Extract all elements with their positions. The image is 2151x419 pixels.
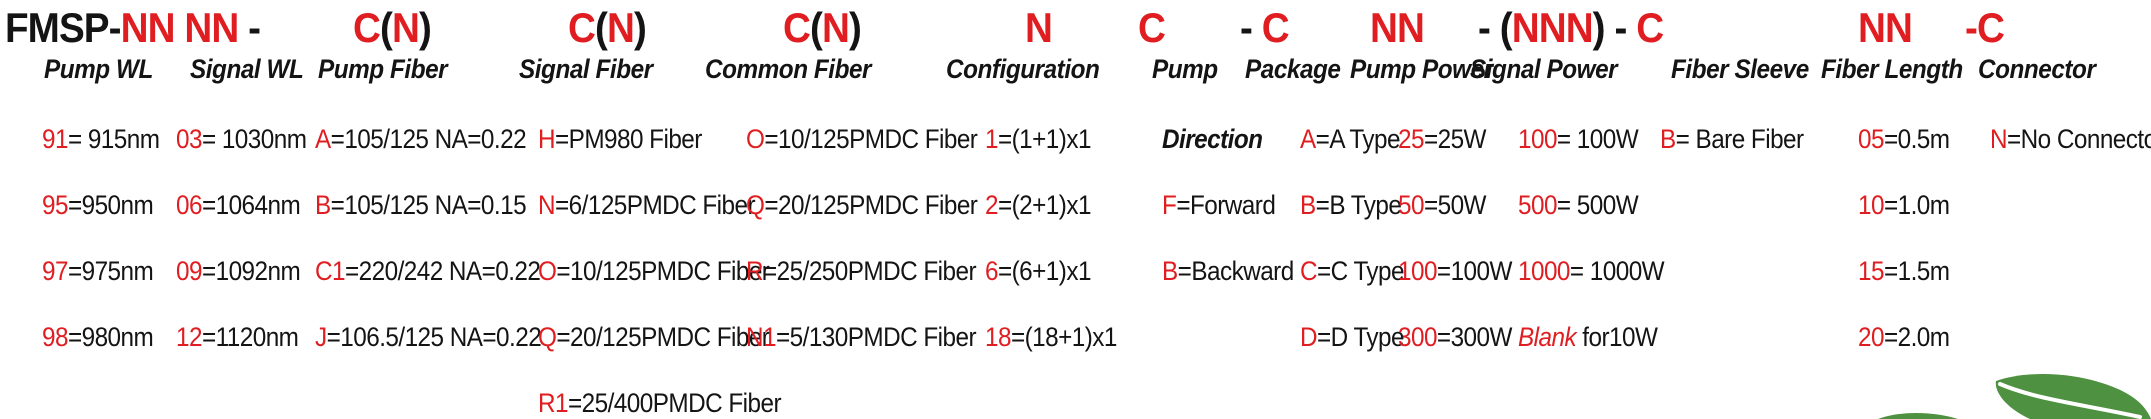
legend-item: Q=20/125PMDC Fiber (746, 190, 978, 220)
column-header: Signal Fiber (519, 54, 653, 84)
column-pump-power: Pump Power 25=25W 50=50W 100=100W 300=30… (1350, 52, 1525, 386)
legend-item: 98=980nm (42, 322, 154, 352)
code-token-signal-power: - (NNN) - C (1478, 4, 1664, 51)
legend-item: 6=(6+1)x1 (985, 256, 1091, 286)
legend-item: 300=300W (1398, 322, 1512, 352)
code-token-connector: -C (1965, 4, 2005, 51)
column-fiber-length: Fiber Length 05=0.5m 10=1.0m 15=1.5m 20=… (1821, 52, 1979, 386)
column-common-fiber: Common Fiber O=10/125PMDC Fiber Q=20/125… (705, 52, 1003, 386)
code-token-pump: C (1138, 4, 1166, 51)
legend-item: B=B Type (1300, 190, 1402, 220)
legend-item: 97=975nm (42, 256, 154, 286)
legend-item: 20=2.0m (1858, 322, 1950, 352)
code-token-configuration: N (1025, 4, 1053, 51)
legend-item: N=6/125PMDC Fiber (538, 190, 756, 220)
code-token-fiber-length: NN (1858, 4, 1913, 51)
column-header: Pump WL (44, 54, 153, 84)
leaf-tip-icon (1878, 413, 1958, 419)
legend-item: C1=220/242 NA=0.22 (315, 256, 541, 286)
column-header: Configuration (946, 54, 1100, 84)
column-header: Pump (1152, 54, 1218, 84)
code-token-pump-power: NN (1370, 4, 1425, 51)
code-token-common-fiber: C(N) (783, 4, 862, 51)
legend-item: Q=20/125PMDC Fiber (538, 322, 770, 352)
legend-item: H=PM980 Fiber (538, 124, 702, 154)
legend-item: F=Forward (1162, 190, 1276, 220)
column-header: Fiber Sleeve (1671, 54, 1809, 84)
legend-item: J=106.5/125 NA=0.22 (315, 322, 542, 352)
legend-item: O=10/125PMDC Fiber (746, 124, 978, 154)
column-connector: Connector N=No Connector (1978, 52, 2151, 188)
legend-item: A=105/125 NA=0.22 (315, 124, 527, 154)
legend-item: 500= 500W (1518, 190, 1639, 220)
column-pump-fiber: Pump Fiber A=105/125 NA=0.22 B=105/125 N… (315, 52, 566, 386)
column-header: Fiber Length (1821, 54, 1963, 84)
legend-item: 50=50W (1398, 190, 1487, 220)
legend-item: 100= 100W (1518, 124, 1639, 154)
column-pump-direction: Pump Direction F=Forward B=Backward (1152, 52, 1308, 320)
column-signal-wl: Signal WL 03= 1030nm 06=1064nm 09=1092nm… (176, 52, 321, 386)
legend-item-blank: Blank for10W (1518, 322, 1658, 352)
legend-item: R=25/250PMDC Fiber (746, 256, 977, 286)
column-header: Common Fiber (705, 54, 872, 84)
code-token-package: - C (1240, 4, 1290, 51)
legend-item: 06=1064nm (176, 190, 301, 220)
column-header: Signal Power (1470, 54, 1618, 84)
column-header: Package (1245, 54, 1341, 84)
legend-item: 1=(1+1)x1 (985, 124, 1091, 154)
legend-item: 1000= 1000W (1518, 256, 1665, 286)
legend-item: O=10/125PMDC Fiber (538, 256, 770, 286)
legend-item: 25=25W (1398, 124, 1487, 154)
column-pump-wl: Pump WL 91= 915nm 95=950nm 97=975nm 98=9… (42, 52, 172, 386)
legend-item: 12=1120nm (176, 322, 299, 352)
code-token-prefix: FMSP-NN NN - (5, 4, 270, 51)
legend-item: 100=100W (1398, 256, 1512, 286)
legend-item: 15=1.5m (1858, 256, 1950, 286)
legend-item: 2=(2+1)x1 (985, 190, 1091, 220)
legend-item: N1=5/130PMDC Fiber (746, 322, 977, 352)
legend-item: 05=0.5m (1858, 124, 1950, 154)
column-configuration: Configuration 1=(1+1)x1 2=(2+1)x1 6=(6+1… (946, 52, 1132, 386)
column-header: Connector (1978, 54, 2096, 84)
legend-item: 10=1.0m (1858, 190, 1950, 220)
code-token-signal-fiber: C(N) (568, 4, 647, 51)
column-header: Signal WL (190, 54, 304, 84)
legend-item: 95=950nm (42, 190, 154, 220)
legend-item: N=No Connector (1990, 124, 2151, 154)
legend-item: C=C Type (1300, 256, 1405, 286)
column-package: Package A=A Type B=B Type C=C Type D=D T… (1245, 52, 1416, 386)
legend-item: 91= 915nm (42, 124, 160, 154)
legend-item: B= Bare Fiber (1660, 124, 1804, 154)
legend-item-direction: Direction (1162, 124, 1263, 154)
column-signal-fiber: Signal Fiber H=PM980 Fiber N=6/125PMDC F… (519, 52, 808, 419)
legend-item: 18=(18+1)x1 (985, 322, 1117, 352)
leaf-icon (1995, 374, 2151, 419)
code-token-pump-fiber: C(N) (353, 4, 432, 51)
legend-item: 09=1092nm (176, 256, 301, 286)
legend-item: 03= 1030nm (176, 124, 307, 154)
legend-item: B=Backward (1162, 256, 1294, 286)
legend-item: A=A Type (1300, 124, 1400, 154)
column-header: Pump Power (1350, 54, 1493, 84)
column-header: Pump Fiber (318, 54, 448, 84)
legend-item: D=D Type (1300, 322, 1405, 352)
column-signal-power: Signal Power 100= 100W 500= 500W 1000= 1… (1470, 52, 1680, 386)
legend-item: R1=25/400PMDC Fiber (538, 388, 782, 418)
column-fiber-sleeve: Fiber Sleeve B= Bare Fiber (1660, 52, 1824, 188)
legend-item: B=105/125 NA=0.15 (315, 190, 527, 220)
